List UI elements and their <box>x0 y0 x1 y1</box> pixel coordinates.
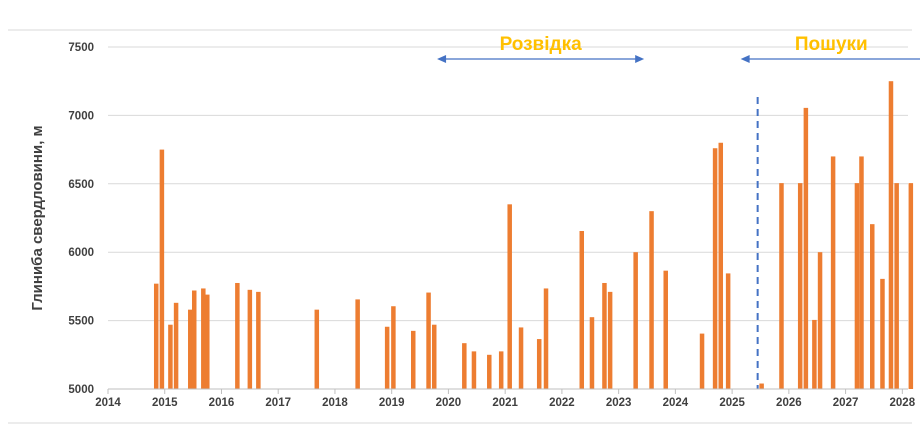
annotation-label-poshuky: Пошуки <box>795 34 868 55</box>
bar-4 <box>188 309 193 389</box>
x-tick-label-2022: 2022 <box>549 397 575 409</box>
bar-2 <box>168 324 173 389</box>
bar-16 <box>426 292 431 389</box>
y-tick-label-7500: 7500 <box>68 42 94 54</box>
arrow-head-left-razvidka <box>437 55 447 63</box>
bar-36 <box>725 273 731 389</box>
x-tick-label-2025: 2025 <box>719 397 745 409</box>
y-tick-label-6000: 6000 <box>68 247 94 259</box>
x-tick-label-2014: 2014 <box>95 397 121 409</box>
arrow-head-right-razvidka <box>635 55 645 63</box>
bar-25 <box>543 288 549 389</box>
bar-6 <box>201 288 206 389</box>
bar-46 <box>870 224 875 389</box>
x-tick-label-2023: 2023 <box>606 397 632 409</box>
y-axis-title: Глиниба свердловини, м <box>29 125 46 310</box>
x-tick-label-2020: 2020 <box>436 397 462 409</box>
bar-21 <box>498 351 504 389</box>
bar-49 <box>894 183 899 389</box>
bar-11 <box>314 309 320 389</box>
bar-7 <box>205 294 210 389</box>
bar-27 <box>589 317 595 389</box>
x-tick-label-2017: 2017 <box>265 397 291 409</box>
bar-18 <box>462 343 467 389</box>
bar-20 <box>487 354 492 389</box>
bar-34 <box>712 148 718 389</box>
bar-37 <box>759 383 764 389</box>
bar-39 <box>797 183 803 389</box>
bar-45 <box>859 156 864 389</box>
x-tick-label-2024: 2024 <box>663 397 689 409</box>
bar-12 <box>355 299 360 389</box>
bar-47 <box>880 278 885 389</box>
bar-41 <box>812 319 817 389</box>
bar-0 <box>153 283 159 389</box>
x-tick-label-2028: 2028 <box>890 397 916 409</box>
x-tick-label-2021: 2021 <box>492 397 518 409</box>
bar-3 <box>173 302 179 389</box>
y-tick-label-6500: 6500 <box>68 179 94 191</box>
y-tick-label-5000: 5000 <box>68 384 94 396</box>
bar-32 <box>663 270 668 389</box>
annotations: Розвідка Пошуки <box>437 34 920 389</box>
bar-42 <box>817 252 823 389</box>
bar-9 <box>247 289 253 389</box>
bar-26 <box>579 230 585 389</box>
bar-33 <box>699 333 705 389</box>
annotation-label-razvidka: Розвідка <box>500 34 583 55</box>
x-tick-label-2016: 2016 <box>209 397 235 409</box>
y-tick-label-5500: 5500 <box>68 316 94 328</box>
bar-30 <box>633 252 638 389</box>
x-tick-label-2018: 2018 <box>322 397 348 409</box>
bar-40 <box>803 107 809 389</box>
bar-24 <box>536 339 542 389</box>
x-tick-label-2015: 2015 <box>152 397 178 409</box>
bar-28 <box>602 282 607 389</box>
bar-1 <box>159 149 165 389</box>
bar-19 <box>471 351 477 389</box>
bar-22 <box>507 204 512 389</box>
x-tick-label-2019: 2019 <box>379 397 405 409</box>
bar-14 <box>391 306 396 389</box>
bar-10 <box>256 291 261 389</box>
bar-23 <box>518 327 524 389</box>
x-tick-label-2027: 2027 <box>833 397 859 409</box>
bar-8 <box>235 282 240 389</box>
bar-5 <box>191 290 197 389</box>
bar-17 <box>431 324 437 389</box>
arrow-head-left-poshuky <box>740 55 750 63</box>
bar-35 <box>718 142 724 389</box>
bars <box>153 81 914 389</box>
bar-13 <box>384 326 390 389</box>
bar-48 <box>888 81 894 389</box>
bar-38 <box>779 183 784 389</box>
x-tick-label-2026: 2026 <box>776 397 802 409</box>
axes: 5000 5500 6000 6500 7000 7500 2014 2015 2016 2017… <box>68 42 915 409</box>
y-tick-label-7000: 7000 <box>68 110 94 122</box>
bar-44 <box>854 183 860 389</box>
bar-15 <box>410 330 416 389</box>
bar-31 <box>649 211 654 389</box>
bar-43 <box>830 156 836 389</box>
bar-50 <box>908 183 914 389</box>
bar-29 <box>607 291 613 389</box>
